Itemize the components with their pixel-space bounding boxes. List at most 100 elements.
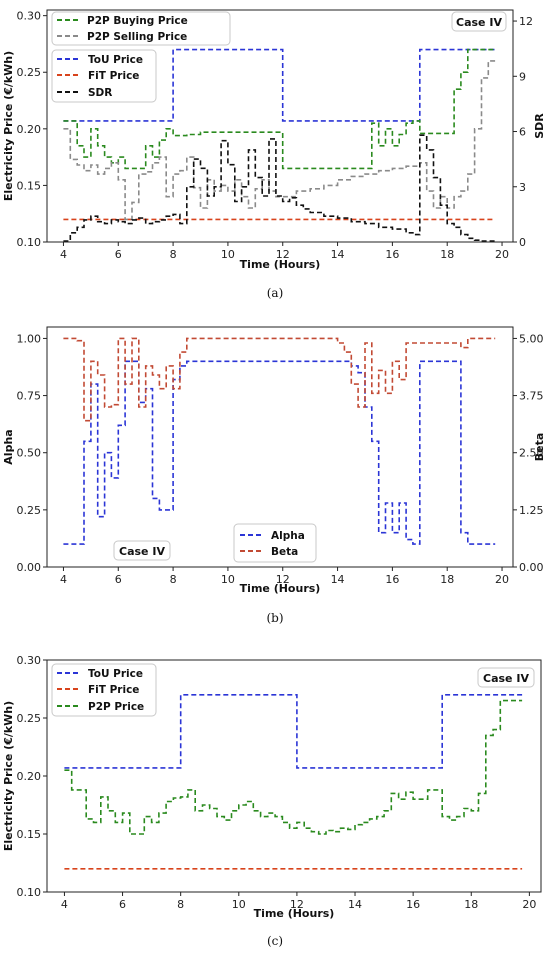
panel-a-ytick-label-4: 0.30 bbox=[17, 10, 42, 23]
panel-b-x-label: Time (Hours) bbox=[240, 582, 321, 595]
panel-b-badge: Case IV bbox=[113, 540, 171, 561]
legend-label-tou: ToU Price bbox=[88, 54, 143, 66]
panel-b-y2-label: Beta bbox=[533, 433, 546, 462]
panel-a-y2-label: SDR bbox=[533, 113, 546, 139]
panel-c-series bbox=[64, 694, 523, 870]
panel-c: 4 6 8 10 12 14 16 18 20 0.10 0.15 0.20 0.25 0.30 Tim… bbox=[2, 654, 542, 948]
panel-a-ytick-label-1: 0.15 bbox=[17, 179, 42, 192]
panel-b-legend: Alpha Beta bbox=[233, 523, 317, 563]
panel-b-ytick-label-2: 0.50 bbox=[17, 447, 42, 460]
panel-b-y2tick-label-0: 0.00 bbox=[519, 561, 544, 574]
panel-c-y-ticks: 0.10 0.15 0.20 0.25 0.30 bbox=[17, 654, 47, 899]
panel-b-series bbox=[63, 337, 496, 545]
panel-b-x-ticks: 4 6 8 10 12 14 16 18 20 bbox=[60, 567, 509, 586]
panel-a-series-p2p-selling-price bbox=[63, 60, 496, 221]
panel-b-series-beta bbox=[63, 337, 496, 422]
panel-a-legend-mid: ToU Price FiT Price SDR bbox=[51, 49, 157, 103]
panel-a-xtick-label-5: 14 bbox=[331, 248, 345, 261]
panel-b-frame bbox=[46, 326, 514, 568]
panel-a-y2-ticks: 0 3 6 9 12 bbox=[513, 15, 533, 249]
panel-a-xtick-label-4: 12 bbox=[276, 248, 290, 261]
panel-c-xtick-label-4: 12 bbox=[290, 898, 304, 911]
panel-b-xtick-label-7: 18 bbox=[440, 573, 454, 586]
panel-c-xtick-label-2: 8 bbox=[177, 898, 184, 911]
panel-a-ytick-label-3: 0.25 bbox=[17, 66, 42, 79]
panel-a-xtick-label-3: 10 bbox=[221, 248, 235, 261]
panel-c-ytick-label-2: 0.20 bbox=[17, 770, 42, 783]
panel-b-y2-ticks: 0.00 1.25 2.50 3.75 5.00 bbox=[513, 332, 544, 574]
panel-b-xtick-label-0: 4 bbox=[60, 573, 67, 586]
legend-label-beta: Beta bbox=[271, 546, 298, 558]
legend-label-p2p-buying: P2P Buying Price bbox=[87, 15, 188, 27]
legend-label-tou-c: ToU Price bbox=[88, 668, 143, 680]
panel-a-y2tick-label-4: 12 bbox=[519, 15, 533, 28]
panel-c-series-tou-price bbox=[64, 694, 523, 769]
panel-b-xtick-label-4: 12 bbox=[276, 573, 290, 586]
panel-c-xtick-label-5: 14 bbox=[348, 898, 362, 911]
panel-c-series-p2p-price bbox=[64, 699, 523, 835]
panel-c-xtick-label-6: 16 bbox=[406, 898, 420, 911]
panel-c-xtick-label-1: 6 bbox=[119, 898, 126, 911]
panel-a-xtick-label-0: 4 bbox=[60, 248, 67, 261]
panel-a-series-p2p-buying-price bbox=[63, 48, 496, 170]
panel-a-xtick-label-7: 18 bbox=[440, 248, 454, 261]
panel-a-ytick-label-0: 0.10 bbox=[17, 236, 42, 249]
legend-label-p2p-selling: P2P Selling Price bbox=[87, 31, 187, 43]
panel-c-badge-text: Case IV bbox=[483, 672, 529, 685]
panel-a-y-ticks: 0.10 0.15 0.20 0.25 0.30 bbox=[17, 10, 47, 249]
panel-b-ytick-label-0: 0.00 bbox=[17, 561, 42, 574]
panel-c-x-label: Time (Hours) bbox=[254, 907, 335, 920]
panel-c-ytick-label-3: 0.25 bbox=[17, 712, 42, 725]
panel-c-xtick-label-7: 18 bbox=[464, 898, 478, 911]
legend-label-sdr: SDR bbox=[88, 87, 112, 99]
panel-a-series bbox=[63, 48, 496, 242]
panel-b-series-alpha bbox=[63, 360, 496, 545]
panel-c-ytick-label-0: 0.10 bbox=[17, 886, 42, 899]
panel-b-xtick-label-3: 10 bbox=[221, 573, 235, 586]
panel-b-ytick-label-4: 1.00 bbox=[17, 332, 42, 345]
panel-c-y-label: Electricity Price (€/kWh) bbox=[2, 701, 15, 851]
panel-c-legend: ToU Price FiT Price P2P Price bbox=[51, 663, 157, 717]
panel-a-x-ticks: 4 6 8 10 12 14 16 18 20 bbox=[60, 242, 509, 261]
panel-b-badge-text: Case IV bbox=[119, 545, 165, 558]
panel-c-ytick-label-4: 0.30 bbox=[17, 654, 42, 667]
panel-a-y2tick-label-3: 9 bbox=[519, 70, 526, 83]
panel-b-caption: (b) bbox=[266, 611, 283, 625]
legend-label-alpha: Alpha bbox=[271, 530, 305, 542]
panel-a-series-tou-price bbox=[63, 48, 496, 122]
panel-b-y2tick-label-3: 3.75 bbox=[519, 390, 544, 403]
panel-c-caption: (c) bbox=[267, 934, 283, 948]
panel-b-ytick-label-1: 0.25 bbox=[17, 504, 42, 517]
panel-a-xtick-label-6: 16 bbox=[385, 248, 399, 261]
panel-c-xtick-label-8: 20 bbox=[522, 898, 536, 911]
panel-b-xtick-label-5: 14 bbox=[331, 573, 345, 586]
panel-b-y2tick-label-2: 2.50 bbox=[519, 447, 544, 460]
panel-a-y2tick-label-1: 3 bbox=[519, 181, 526, 194]
panel-b: 4 6 8 10 12 14 16 18 20 0.00 0.25 0.50 0.75 1.00 0.0… bbox=[2, 326, 546, 625]
panel-a-caption: (a) bbox=[267, 286, 284, 300]
panel-a-y2tick-label-0: 0 bbox=[519, 236, 526, 249]
panel-a-series-sdr bbox=[63, 134, 496, 242]
panel-c-x-ticks: 4 6 8 10 12 14 16 18 20 bbox=[61, 892, 536, 911]
panel-b-ytick-label-3: 0.75 bbox=[17, 390, 42, 403]
panel-c-xtick-label-3: 10 bbox=[232, 898, 246, 911]
panel-a-y-label: Electricity Price (€/kWh) bbox=[2, 51, 15, 201]
panel-a-x-label: Time (Hours) bbox=[240, 258, 321, 271]
panel-a-y2tick-label-2: 6 bbox=[519, 126, 526, 139]
panel-b-y2tick-label-1: 1.25 bbox=[519, 504, 544, 517]
panel-a-frame bbox=[46, 9, 514, 243]
panel-b-xtick-label-2: 8 bbox=[170, 573, 177, 586]
panel-b-xtick-label-1: 6 bbox=[115, 573, 122, 586]
panel-b-y-ticks: 0.00 0.25 0.50 0.75 1.00 bbox=[17, 332, 47, 574]
panel-a-xtick-label-1: 6 bbox=[115, 248, 122, 261]
legend-label-fit: FiT Price bbox=[88, 70, 139, 82]
panel-c-ytick-label-1: 0.15 bbox=[17, 828, 42, 841]
panel-a: 4 6 8 10 12 14 16 18 20 0.10 0.15 0.20 0.25 0.30 0 3 6… bbox=[2, 9, 546, 300]
panel-b-xtick-label-6: 16 bbox=[385, 573, 399, 586]
panel-a-ytick-label-2: 0.20 bbox=[17, 123, 42, 136]
panel-b-y-label: Alpha bbox=[2, 429, 15, 464]
panel-c-xtick-label-0: 4 bbox=[61, 898, 68, 911]
panel-c-badge: Case IV bbox=[477, 667, 535, 688]
legend-label-fit-c: FiT Price bbox=[88, 684, 139, 696]
